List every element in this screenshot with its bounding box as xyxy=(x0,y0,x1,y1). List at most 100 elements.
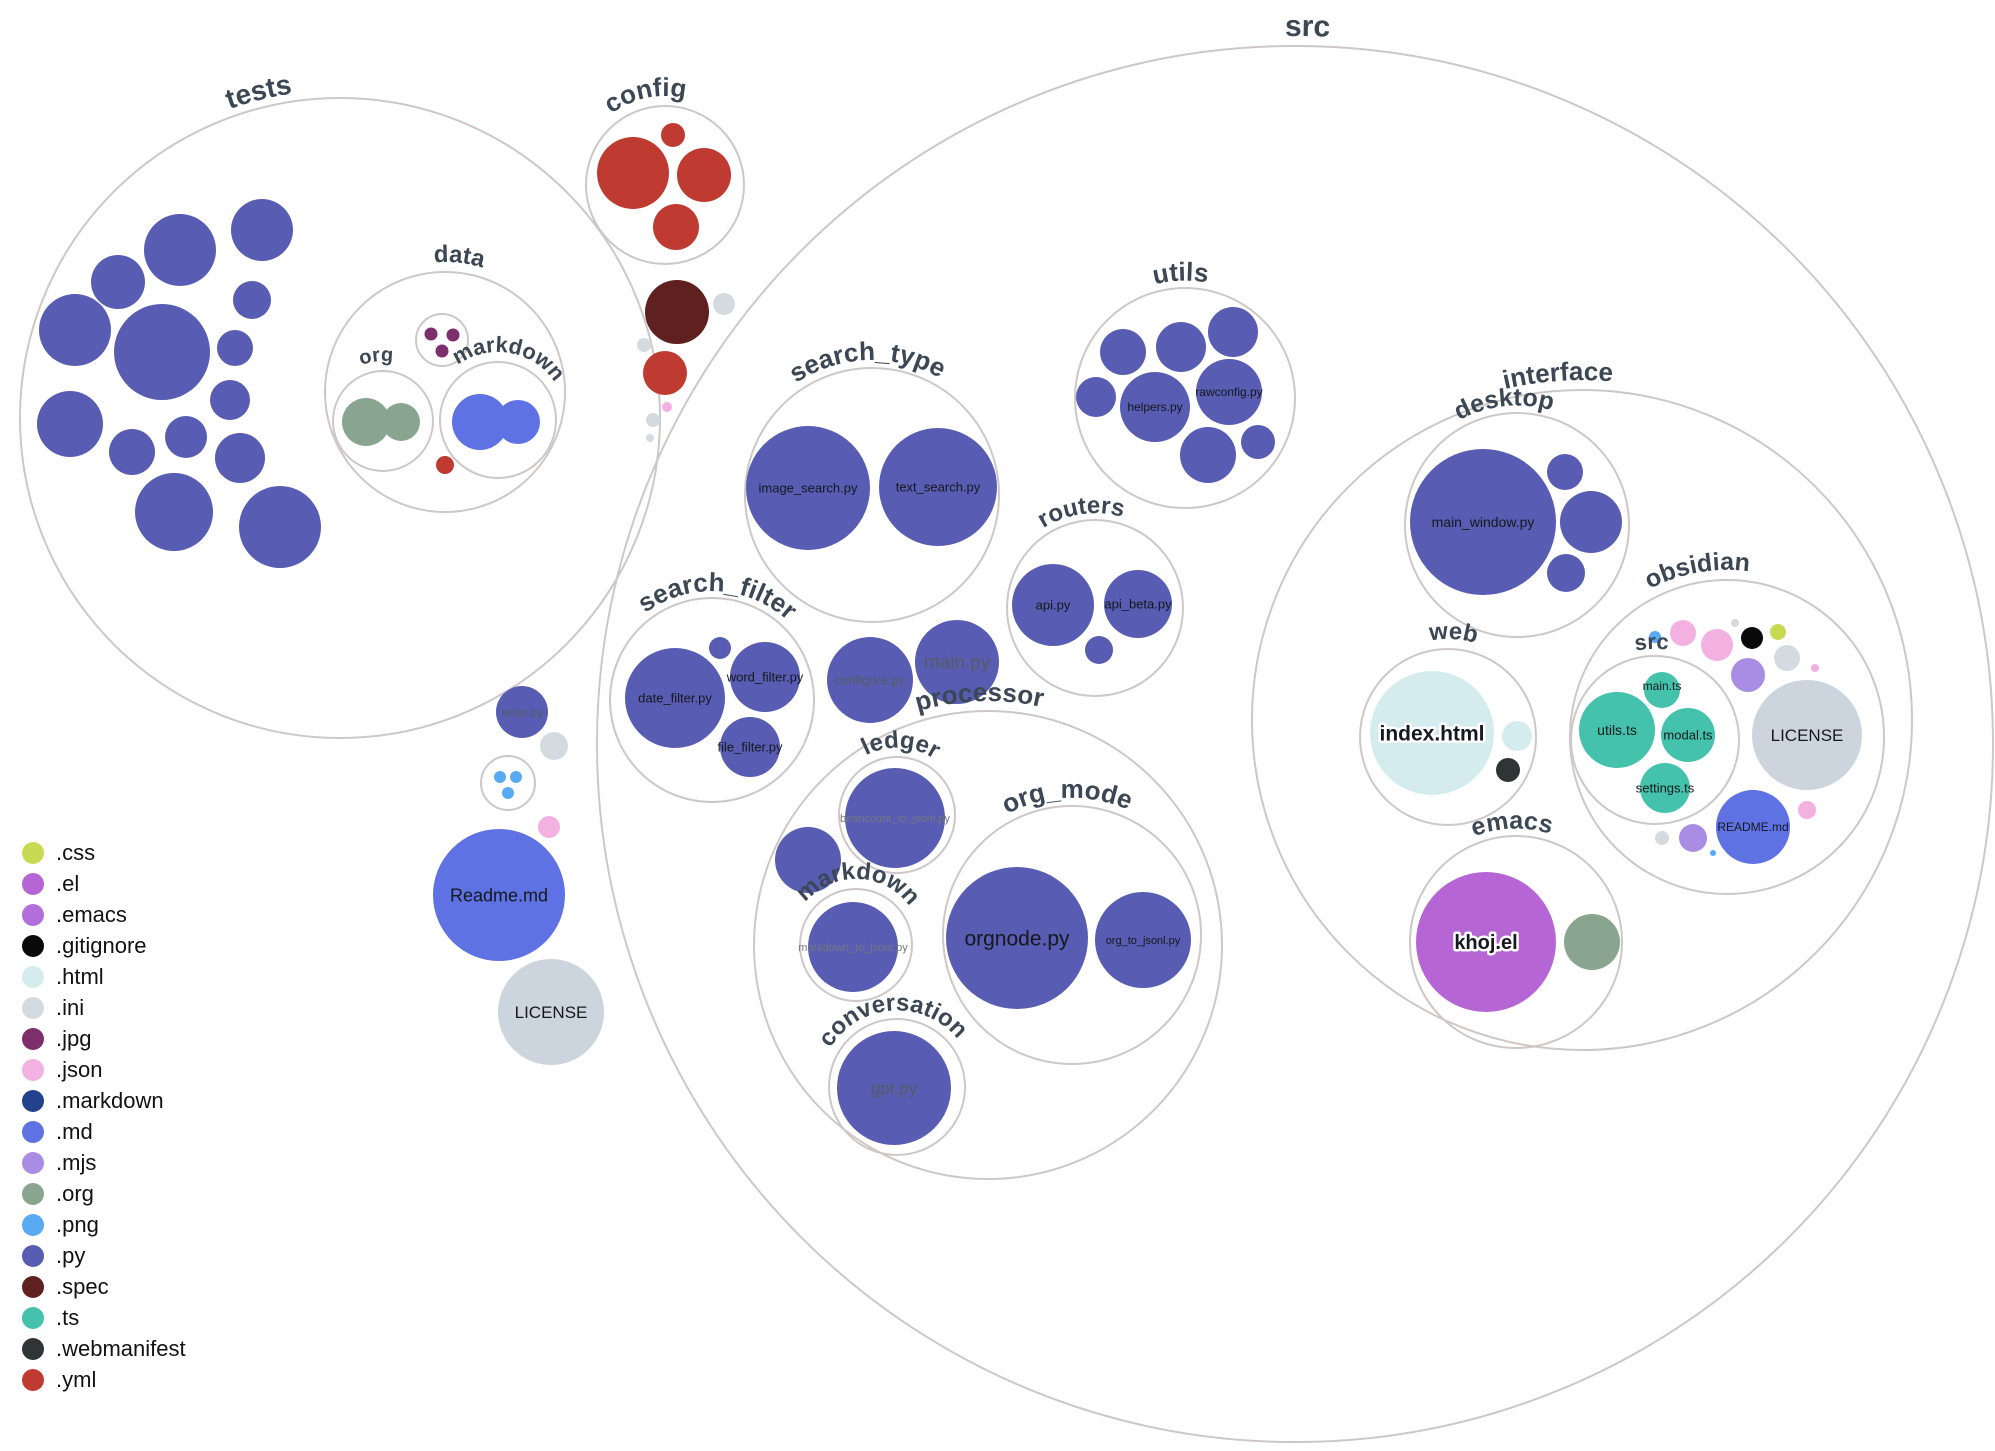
file-settings.ts-label: settings.ts xyxy=(1636,781,1695,796)
file-setup.py-circle xyxy=(496,686,548,738)
folder-processor-circle xyxy=(753,710,1223,1180)
legend-item-gitignore: .gitignore xyxy=(22,935,186,957)
legend-label: .webmanifest xyxy=(56,1336,186,1361)
legend-item-webmanifest: .webmanifest xyxy=(22,1338,186,1360)
file-orgnode.py-label: orgnode.py xyxy=(964,927,1070,950)
folder-search_filter-circle xyxy=(609,597,815,803)
legend-item-json: .json xyxy=(22,1059,186,1081)
legend-label: .html xyxy=(56,964,104,989)
file-configure.py-circle xyxy=(827,637,913,723)
file-ini-circle xyxy=(540,732,568,760)
file-yml-circle xyxy=(677,148,731,202)
file-py-circle xyxy=(165,416,207,458)
file-main.py-circle xyxy=(915,620,999,704)
legend-item-jpg: .jpg xyxy=(22,1028,186,1050)
file-md-circle xyxy=(496,400,540,444)
folder-web-label: web xyxy=(1427,618,1481,649)
file-markdown_to_jsonl.py-circle xyxy=(808,902,898,992)
file-png-circle xyxy=(510,771,522,783)
file-py-circle xyxy=(231,199,293,261)
legend-label: .spec xyxy=(56,1274,109,1299)
file-jpg-circle xyxy=(424,327,438,341)
file-py-circle xyxy=(109,429,155,475)
folder-unnamed-circle xyxy=(415,313,469,367)
file-org-circle xyxy=(1564,914,1620,970)
file-word_filter.py-circle xyxy=(730,642,800,712)
file-helpers.py-circle xyxy=(1120,372,1190,442)
legend-item-markdown: .markdown xyxy=(22,1090,186,1112)
py-color-dot-icon xyxy=(22,1245,44,1267)
file-json-circle xyxy=(1798,801,1816,819)
folder-emacs-circle xyxy=(1409,835,1623,1049)
folder-config-label: config xyxy=(598,72,688,119)
folder-utils-circle xyxy=(1074,287,1296,509)
jpg-color-dot-icon xyxy=(22,1028,44,1050)
markdown-color-dot-icon xyxy=(22,1090,44,1112)
file-file_filter.py-circle xyxy=(720,717,780,777)
file-Readme.md-label: Readme.md xyxy=(450,885,548,905)
file-org-circle xyxy=(382,403,420,441)
folder-desktop-circle xyxy=(1404,412,1630,638)
file-text_search.py-label: text_search.py xyxy=(896,480,981,495)
file-md-circle xyxy=(452,394,508,450)
file-date_filter.py-circle xyxy=(625,648,725,748)
file-py-circle xyxy=(37,391,103,457)
spec-color-dot-icon xyxy=(22,1276,44,1298)
legend-item-html: .html xyxy=(22,966,186,988)
file-json-circle xyxy=(662,402,672,412)
file-khoj.el-label: khoj.el xyxy=(1454,932,1517,954)
file-py-circle xyxy=(1547,454,1583,490)
legend-item-mjs: .mjs xyxy=(22,1152,186,1174)
folder-routers-circle xyxy=(1006,519,1184,697)
file-gpt.py-label: gpt.py xyxy=(871,1079,918,1098)
file-yml-circle xyxy=(436,456,454,474)
file-main.ts-label: main.ts xyxy=(1643,679,1682,693)
file-jpg-circle xyxy=(446,328,460,342)
file-py-circle xyxy=(1208,307,1258,357)
file-json-circle xyxy=(538,816,560,838)
legend-label: .png xyxy=(56,1212,99,1237)
file-py-circle xyxy=(239,486,321,568)
json-color-dot-icon xyxy=(22,1059,44,1081)
file-word_filter.py-label: word_filter.py xyxy=(726,670,804,685)
file-jpg-circle xyxy=(435,344,449,358)
file-py-circle xyxy=(114,304,210,400)
file-json-circle xyxy=(1670,620,1696,646)
file-mjs-circle xyxy=(1679,824,1707,852)
file-py-circle xyxy=(775,827,841,893)
file-py-circle xyxy=(215,433,265,483)
file-helpers.py-label: helpers.py xyxy=(1127,400,1182,414)
file-beancount_to_jsonl.py-circle xyxy=(845,768,945,868)
org-color-dot-icon xyxy=(22,1183,44,1205)
file-rawconfig.py-label: rawconfig.py xyxy=(1195,385,1262,399)
gitignore-color-dot-icon xyxy=(22,935,44,957)
folder-src-circle xyxy=(1570,655,1740,825)
file-css-circle xyxy=(1770,624,1786,640)
file-py-circle xyxy=(1100,329,1146,375)
file-py-circle xyxy=(1560,491,1622,553)
legend-label: .el xyxy=(56,871,80,896)
file-utils.ts-label: utils.ts xyxy=(1597,722,1637,738)
file-py-circle xyxy=(91,255,145,309)
folder-data-circle xyxy=(324,271,566,513)
folder-routers-label: routers xyxy=(1033,492,1128,533)
legend-label: .json xyxy=(56,1057,103,1082)
file-khoj.el-circle xyxy=(1416,872,1556,1012)
legend-item-el: .el xyxy=(22,873,186,895)
folder-web-circle xyxy=(1359,648,1537,826)
folder-desktop-label: desktop xyxy=(1450,383,1557,425)
file-README.md-label: README.md xyxy=(1717,820,1788,834)
file-LICENSE-label: LICENSE xyxy=(1771,726,1844,745)
folder-tests-circle xyxy=(19,97,661,739)
file-image_search.py-label: image_search.py xyxy=(759,481,858,496)
folder-search_type-circle xyxy=(744,367,1000,623)
file-py-circle xyxy=(1076,377,1116,417)
file-gitignore-circle xyxy=(1741,627,1763,649)
file-image_search.py-circle xyxy=(746,426,870,550)
file-png-circle xyxy=(1710,850,1716,856)
legend-item-css: .css xyxy=(22,842,186,864)
circles-layer xyxy=(19,45,1994,1443)
file-main_window.py-label: main_window.py xyxy=(1432,514,1535,530)
